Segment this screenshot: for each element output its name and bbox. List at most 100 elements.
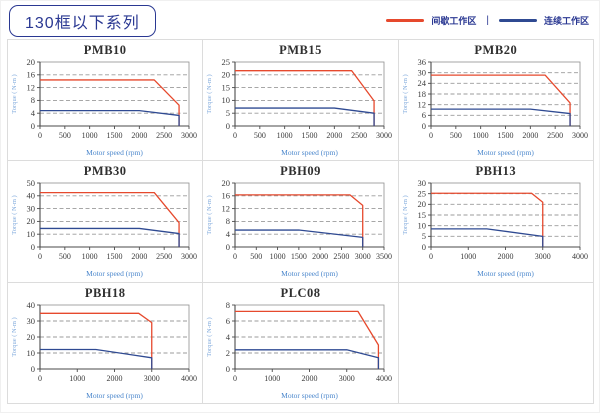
chart-title: PMB30 <box>83 164 127 179</box>
svg-text:Torque ( N-m ): Torque ( N-m ) <box>11 74 18 113</box>
svg-text:30: 30 <box>27 315 36 325</box>
svg-text:4: 4 <box>226 229 231 239</box>
chart-title: PLC08 <box>280 285 321 300</box>
svg-text:50: 50 <box>27 179 36 188</box>
svg-text:500: 500 <box>251 252 263 261</box>
svg-text:1000: 1000 <box>270 252 286 261</box>
svg-text:2500: 2500 <box>156 131 172 140</box>
svg-text:3000: 3000 <box>144 374 160 383</box>
svg-text:0: 0 <box>31 121 35 131</box>
svg-text:Motor speed (rpm): Motor speed (rpm) <box>477 148 534 157</box>
svg-text:0: 0 <box>226 242 230 252</box>
chart-plot-pmb10: 0 500 1000 1500 2000 2500 3000 0 4 8 12 16 20 Motor s… <box>11 58 197 157</box>
svg-text:20: 20 <box>27 58 36 67</box>
svg-text:2000: 2000 <box>131 131 147 140</box>
svg-text:500: 500 <box>59 131 71 140</box>
svg-text:1500: 1500 <box>302 131 318 140</box>
svg-text:Torque ( N-m ): Torque ( N-m ) <box>206 74 213 113</box>
svg-text:1500: 1500 <box>107 252 123 261</box>
svg-text:8: 8 <box>31 95 35 105</box>
page-header: 130框以下系列 间歇工作区 | 连续工作区 <box>1 1 599 39</box>
svg-text:6: 6 <box>226 315 230 325</box>
chart-plot-plc08: 0 1000 2000 3000 4000 0 2 4 6 8 Motor speed (rpm) T… <box>206 301 392 400</box>
svg-text:3000: 3000 <box>535 252 551 261</box>
svg-text:500: 500 <box>59 252 71 261</box>
svg-text:18: 18 <box>417 89 426 99</box>
svg-text:0: 0 <box>422 242 426 252</box>
legend: 间歇工作区 | 连续工作区 <box>386 14 589 27</box>
svg-text:12: 12 <box>27 82 36 92</box>
svg-text:4: 4 <box>31 108 36 118</box>
svg-text:1000: 1000 <box>82 131 98 140</box>
chart-plot-pmb15: 0 500 1000 1500 2000 2500 3000 0 5 10 15 20 25 Motor … <box>206 58 392 157</box>
svg-text:2000: 2000 <box>107 374 123 383</box>
svg-text:24: 24 <box>417 78 426 88</box>
svg-text:0: 0 <box>31 363 35 373</box>
svg-text:8: 8 <box>226 301 230 310</box>
svg-text:1500: 1500 <box>291 252 307 261</box>
svg-text:16: 16 <box>222 191 231 201</box>
svg-text:Torque ( N-m ): Torque ( N-m ) <box>206 317 213 356</box>
svg-text:5: 5 <box>422 231 426 241</box>
svg-text:10: 10 <box>222 95 231 105</box>
chart-title: PBH18 <box>84 285 126 300</box>
svg-text:6: 6 <box>422 110 426 120</box>
svg-text:0: 0 <box>226 121 230 131</box>
intermittent-label: 间歇工作区 <box>431 15 477 26</box>
svg-text:2000: 2000 <box>131 252 147 261</box>
svg-text:Motor speed (rpm): Motor speed (rpm) <box>477 269 534 278</box>
svg-text:Motor speed (rpm): Motor speed (rpm) <box>282 391 339 400</box>
svg-text:0: 0 <box>38 252 42 261</box>
svg-text:Motor speed (rpm): Motor speed (rpm) <box>86 391 143 400</box>
svg-text:4000: 4000 <box>572 252 588 261</box>
svg-text:0: 0 <box>38 374 42 383</box>
chart-title: PMB10 <box>83 43 127 57</box>
svg-text:500: 500 <box>254 131 266 140</box>
chart-plot-pbh18: 0 1000 2000 3000 4000 0 10 20 30 40 Motor speed (r… <box>11 301 197 400</box>
chart-cell-pmb30: PMB30 0 500 1000 1500 2000 2500 3000 0 10 20 30 40 5… <box>8 161 204 283</box>
continuous-line-swatch <box>498 18 537 22</box>
chart-plot-pbh09: 0 500 1000 1500 2000 2500 3000 3500 0 4 8 12 16 20 Mot… <box>206 179 392 278</box>
svg-text:Torque ( N-m ): Torque ( N-m ) <box>11 196 18 235</box>
svg-text:Torque ( N-m ): Torque ( N-m ) <box>11 317 18 356</box>
chart-title: PMB20 <box>474 43 518 57</box>
svg-text:25: 25 <box>222 58 231 67</box>
svg-text:Motor speed (rpm): Motor speed (rpm) <box>282 148 339 157</box>
svg-text:1000: 1000 <box>277 131 293 140</box>
svg-text:2000: 2000 <box>497 252 513 261</box>
svg-text:5: 5 <box>226 108 230 118</box>
chart-cell-pmb15: PMB15 0 500 1000 1500 2000 2500 3000 0 5 10 15 20 25… <box>203 40 399 162</box>
svg-text:1000: 1000 <box>265 374 281 383</box>
svg-text:15: 15 <box>222 82 231 92</box>
svg-text:2500: 2500 <box>156 252 172 261</box>
svg-text:3000: 3000 <box>355 252 371 261</box>
svg-text:10: 10 <box>27 347 36 357</box>
series-title-box: 130框以下系列 <box>9 5 156 37</box>
svg-text:3000: 3000 <box>572 131 588 140</box>
svg-text:40: 40 <box>27 191 36 201</box>
continuous-label: 连续工作区 <box>543 15 589 26</box>
svg-text:1000: 1000 <box>460 252 476 261</box>
svg-text:2500: 2500 <box>334 252 350 261</box>
svg-text:30: 30 <box>417 67 426 77</box>
svg-text:2000: 2000 <box>313 252 329 261</box>
svg-text:2500: 2500 <box>352 131 368 140</box>
svg-text:0: 0 <box>31 242 35 252</box>
chart-cell-pbh18: PBH18 0 1000 2000 3000 4000 0 10 20 30 40 Motor sp… <box>8 282 204 404</box>
svg-text:30: 30 <box>27 204 36 214</box>
svg-text:1000: 1000 <box>472 131 488 140</box>
svg-text:36: 36 <box>417 58 426 67</box>
empty-cell <box>398 282 594 404</box>
svg-text:16: 16 <box>27 70 36 80</box>
svg-text:1000: 1000 <box>69 374 85 383</box>
svg-text:12: 12 <box>222 204 231 214</box>
svg-text:2000: 2000 <box>522 131 538 140</box>
chart-cell-pmb20: PMB20 0 500 1000 1500 2000 2500 3000 0 6 12 18 24 30… <box>398 40 594 162</box>
svg-text:1000: 1000 <box>82 252 98 261</box>
svg-text:2500: 2500 <box>547 131 563 140</box>
svg-text:3000: 3000 <box>181 131 197 140</box>
svg-text:10: 10 <box>417 221 426 231</box>
chart-plot-pmb30: 0 500 1000 1500 2000 2500 3000 0 10 20 30 40 50 Motor… <box>11 179 197 278</box>
series-title: 130框以下系列 <box>25 15 140 32</box>
